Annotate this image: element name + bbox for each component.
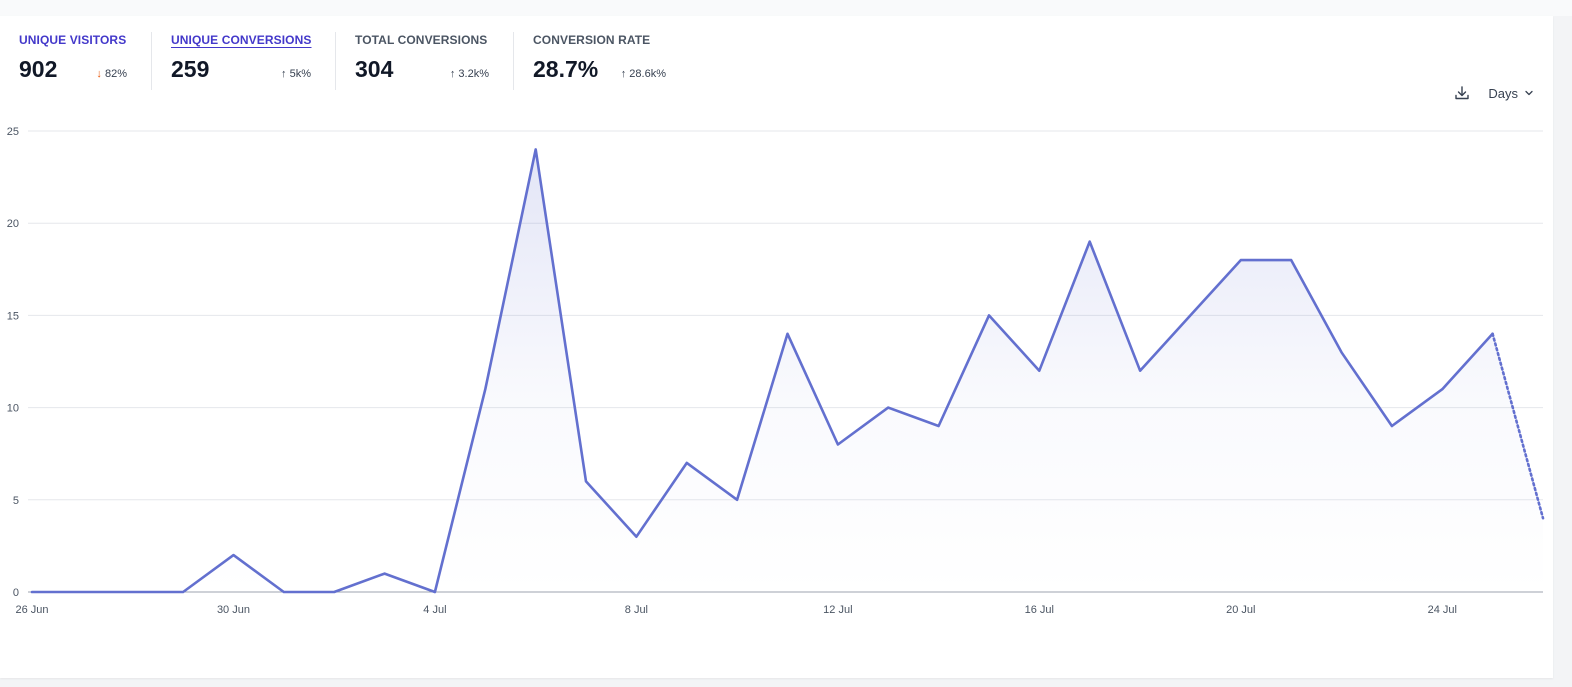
x-tick-label: 16 Jul: [1025, 604, 1054, 616]
interval-label: Days: [1488, 85, 1518, 101]
metric-total-conversions[interactable]: TOTAL CONVERSIONS 304 ↑ 3.2k%: [336, 32, 514, 90]
arrow-up-icon: ↑: [449, 68, 456, 80]
metric-change: ↑ 3.2k%: [449, 68, 489, 80]
chevron-down-icon: [1525, 90, 1533, 96]
y-tick-label: 10: [7, 403, 19, 415]
y-tick-label: 25: [7, 126, 19, 138]
metric-change: ↓ 82%: [96, 68, 127, 80]
metric-change: ↑ 28.6k%: [620, 68, 666, 80]
metric-value: 304: [355, 56, 394, 82]
chart-controls: Days: [1454, 85, 1534, 101]
metric-value: 902: [19, 56, 58, 82]
arrow-down-icon: ↓: [96, 68, 102, 80]
arrow-up-icon: ↑: [281, 68, 287, 80]
metric-label: CONVERSION RATE: [533, 33, 651, 47]
metrics-bar: UNIQUE VISITORS 902 ↓ 82% UNIQUE CONVERS…: [0, 16, 690, 90]
x-tick-label: 8 Jul: [625, 604, 648, 616]
x-axis: 26 Jun 30 Jun 4 Jul 8 Jul 12 Jul 16 Jul 20 Jul…: [15, 604, 1456, 616]
metric-value: 259: [171, 56, 210, 82]
metric-label: TOTAL CONVERSIONS: [355, 33, 488, 47]
arrow-up-icon: ↑: [620, 68, 627, 80]
metric-change: ↑ 5k%: [281, 68, 311, 80]
metric-label: UNIQUE VISITORS: [19, 33, 127, 47]
x-tick-label: 20 Jul: [1226, 604, 1255, 616]
x-tick-label: 24 Jul: [1428, 604, 1457, 616]
metric-label: UNIQUE CONVERSIONS: [171, 33, 312, 47]
download-icon[interactable]: [1454, 85, 1470, 101]
top-strip: [0, 0, 1572, 16]
metric-unique-visitors[interactable]: UNIQUE VISITORS 902 ↓ 82%: [0, 32, 152, 90]
metric-value: 28.7%: [533, 56, 599, 82]
series-line-partial: [1491, 332, 1545, 520]
x-tick-label: 12 Jul: [823, 604, 852, 616]
x-tick-label: 4 Jul: [423, 604, 446, 616]
series-area: [32, 149, 1543, 592]
x-tick-label: 26 Jun: [15, 604, 48, 616]
x-tick-label: 30 Jun: [217, 604, 250, 616]
y-axis: 0 5 10 15 20 25: [7, 126, 19, 599]
metric-conversion-rate[interactable]: CONVERSION RATE 28.7% ↑ 28.6k%: [514, 32, 690, 90]
y-tick-label: 0: [13, 587, 19, 599]
y-tick-label: 15: [7, 310, 19, 322]
y-tick-label: 5: [13, 495, 19, 507]
interval-dropdown[interactable]: Days: [1488, 86, 1534, 101]
series-line: [30, 148, 1494, 594]
y-tick-label: 20: [7, 218, 19, 230]
metric-unique-conversions[interactable]: UNIQUE CONVERSIONS 259 ↑ 5k%: [152, 32, 336, 90]
